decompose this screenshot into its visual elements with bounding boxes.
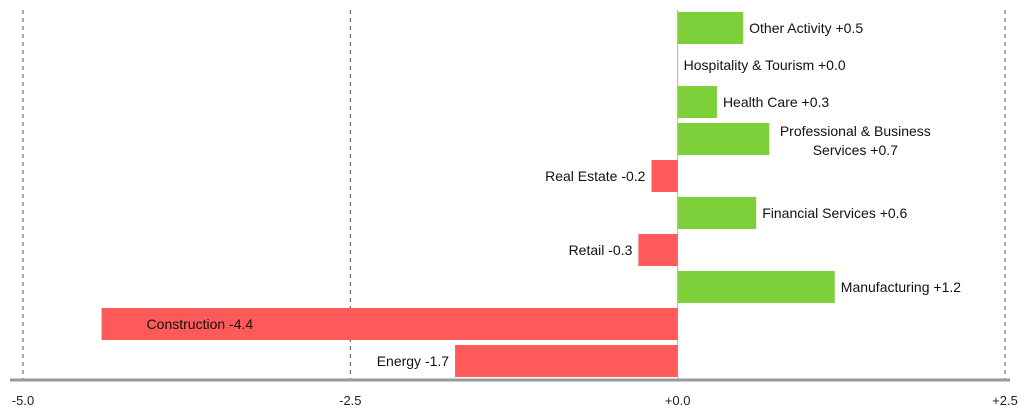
bar-labels: Other Activity +0.5 Hospitality & Tourism…: [147, 20, 962, 369]
bar-9: [455, 345, 678, 377]
bar-3: [677, 123, 770, 155]
bar-label-4: Real Estate -0.2: [545, 168, 646, 184]
bar-label-3: Professional & Business Services +0.7: [780, 123, 931, 158]
bar-label-0: Other Activity +0.5: [749, 20, 863, 36]
bar-4: [651, 160, 678, 192]
x-tick-labels: -5.0 -2.5 +0.0 +2.5: [12, 393, 1018, 408]
bar-7: [677, 271, 835, 303]
x-tick-label-3: +2.5: [992, 393, 1018, 408]
bar-6: [638, 234, 678, 266]
bar-label-6: Retail -0.3: [569, 242, 633, 258]
bar-label-2: Health Care +0.3: [723, 94, 829, 110]
bar-8: [101, 308, 678, 340]
bar-label-8: Construction -4.4: [147, 316, 254, 332]
bar-2: [677, 86, 717, 118]
bar-label-5: Financial Services +0.6: [762, 205, 907, 221]
bar-label-9: Energy -1.7: [377, 353, 450, 369]
x-tick-label-0: -5.0: [12, 393, 34, 408]
x-tick-label-1: -2.5: [339, 393, 361, 408]
bars: [101, 12, 835, 377]
bar-label-1: Hospitality & Tourism +0.0: [684, 57, 846, 73]
bar-0: [677, 12, 744, 44]
bar-5: [677, 197, 757, 229]
x-tick-label-2: +0.0: [665, 393, 691, 408]
bar-label-7: Manufacturing +1.2: [841, 279, 961, 295]
